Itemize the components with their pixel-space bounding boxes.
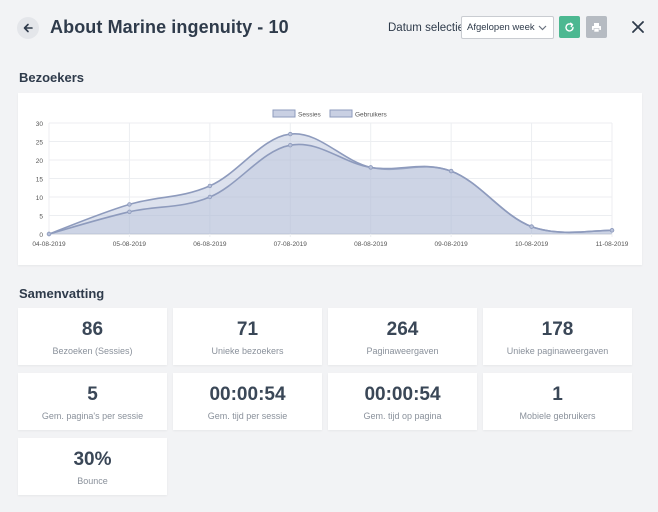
- date-range-value: Afgelopen week: [467, 22, 535, 33]
- y-tick-label: 10: [36, 195, 44, 202]
- stat-label: Bezoeken (Sessies): [52, 346, 133, 356]
- data-point: [288, 131, 293, 137]
- date-selection-label: Datum selectie: [388, 22, 465, 34]
- stat-label: Unieke paginaweergaven: [506, 346, 609, 356]
- series-area-gebruikers: [49, 144, 612, 234]
- data-point: [609, 228, 615, 233]
- data-point: [529, 224, 534, 229]
- date-range-select[interactable]: Afgelopen week: [461, 16, 554, 39]
- close-icon[interactable]: [630, 19, 646, 35]
- print-button[interactable]: [586, 16, 607, 38]
- data-point: [127, 209, 132, 214]
- summary-section-title: Samenvatting: [19, 286, 105, 301]
- x-tick-label: 11-08-2019: [596, 241, 629, 248]
- x-tick-label: 04-08-2019: [32, 241, 66, 248]
- legend-swatch-gebruikers: [329, 109, 353, 118]
- x-tick-label: 06-08-2019: [193, 241, 227, 248]
- data-point: [448, 168, 454, 174]
- x-tick-label: 10-08-2019: [515, 241, 549, 248]
- header: About Marine ingenuity - 10 Datum select…: [0, 0, 658, 58]
- legend-label: Sessies: [298, 112, 322, 119]
- stat-label: Bounce: [77, 476, 108, 486]
- stat-value: 178: [541, 319, 574, 340]
- stat-value: 86: [81, 319, 104, 340]
- stat-value: 5: [87, 384, 98, 405]
- stat-label: Gem. pagina's per sessie: [41, 411, 144, 421]
- stat-value: 71: [236, 319, 259, 340]
- legend-swatch-sessies: [272, 109, 296, 118]
- data-point: [368, 165, 373, 170]
- stat-label: Unieke bezoekers: [211, 346, 284, 356]
- y-tick-label: 15: [36, 177, 44, 184]
- stat-card: 1 Mobiele gebruikers: [483, 373, 632, 430]
- legend-label: Gebruikers: [355, 112, 388, 119]
- stat-card: 178 Unieke paginaweergaven: [483, 308, 632, 365]
- x-tick-label: 09-08-2019: [435, 241, 469, 248]
- visitors-chart: 0 5 10 15 20 25 30 04-08-2019 05-08-2019 06-08-20…: [32, 109, 629, 248]
- data-point: [46, 231, 52, 237]
- x-tick-label: 08-08-2019: [354, 241, 388, 248]
- page-title: About Marine ingenuity - 10: [50, 17, 289, 37]
- stat-label: Gem. tijd per sessie: [207, 411, 288, 421]
- stat-card: 30% Bounce: [18, 438, 167, 495]
- series-line-gebruikers: [48, 143, 613, 235]
- stat-value: 1: [552, 384, 563, 405]
- stat-value: 30%: [73, 449, 112, 470]
- y-tick-label: 25: [36, 140, 44, 147]
- refresh-button[interactable]: [559, 16, 580, 38]
- arrow-left-icon: [23, 23, 33, 33]
- visitors-section-title: Bezoekers: [19, 70, 85, 85]
- stat-label: Mobiele gebruikers: [519, 411, 596, 421]
- y-tick-label: 30: [36, 121, 44, 128]
- stat-card: 264 Paginaweergaven: [328, 308, 477, 365]
- data-point: [207, 183, 213, 189]
- refresh-icon: [565, 22, 574, 32]
- stat-label: Paginaweergaven: [366, 346, 439, 356]
- stat-value: 264: [386, 319, 419, 340]
- stat-card: 5 Gem. pagina's per sessie: [18, 373, 167, 430]
- data-point: [288, 143, 293, 148]
- stat-label: Gem. tijd op pagina: [363, 411, 442, 421]
- printer-icon: [592, 22, 601, 32]
- x-tick-label: 07-08-2019: [274, 241, 308, 248]
- stat-value: 00:00:54: [364, 384, 441, 405]
- y-tick-label: 5: [39, 214, 43, 221]
- x-tick-label: 05-08-2019: [113, 241, 147, 248]
- series-area-sessies: [49, 133, 612, 234]
- back-button[interactable]: [17, 17, 39, 39]
- visitors-chart-card: 0 5 10 15 20 25 30 04-08-2019 05-08-2019 06-08-20…: [18, 93, 642, 265]
- stat-card: 00:00:54 Gem. tijd op pagina: [328, 373, 477, 430]
- y-tick-label: 20: [36, 158, 44, 165]
- stat-card: 00:00:54 Gem. tijd per sessie: [173, 373, 322, 430]
- stat-value: 00:00:54: [209, 384, 286, 405]
- stat-card: 86 Bezoeken (Sessies): [18, 308, 167, 365]
- data-point: [207, 194, 213, 200]
- data-point: [127, 202, 132, 207]
- chevron-down-icon: [538, 25, 547, 31]
- stat-card: 71 Unieke bezoekers: [173, 308, 322, 365]
- y-tick-label: 0: [39, 232, 43, 239]
